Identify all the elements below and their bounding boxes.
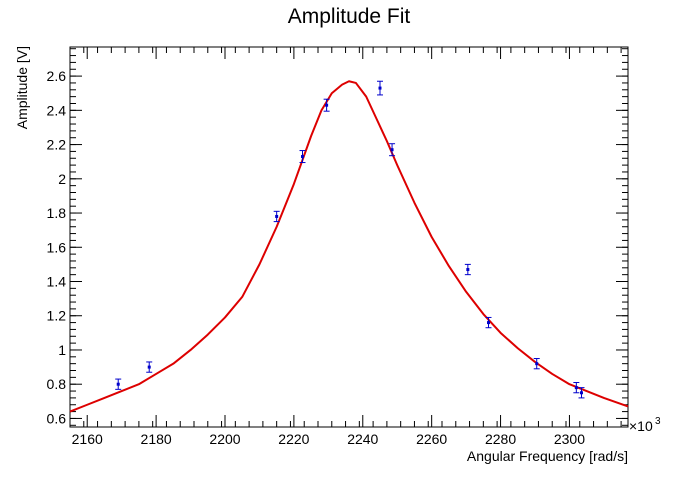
x-tick-label: 2260 [416, 431, 447, 447]
x-tick-label: 2160 [72, 431, 103, 447]
y-tick-label: 0.6 [47, 410, 67, 426]
x-tick-label: 2280 [485, 431, 516, 447]
data-point [147, 365, 151, 369]
y-tick-label: 1.4 [47, 274, 67, 290]
data-point [535, 362, 539, 366]
chart-title: Amplitude Fit [288, 5, 411, 28]
x-tick-label: 2200 [209, 431, 240, 447]
data-point [574, 386, 578, 390]
y-axis-label: Amplitude [V] [14, 46, 30, 129]
x-tick-label: 2300 [554, 431, 585, 447]
data-point [301, 155, 304, 159]
x-tick-label: 2220 [278, 431, 309, 447]
data-point [325, 103, 329, 107]
y-tick-label: 2.4 [47, 102, 67, 118]
x-axis-multiplier-exponent: 3 [655, 416, 661, 427]
data-point [116, 382, 120, 386]
plot-frame [69, 46, 629, 428]
plot-area: 2160 2180 2200 2220 2240 2260 2280 2300 0.6 0.8 1 1… [47, 46, 629, 447]
data-point [580, 391, 583, 395]
data-point [390, 148, 394, 152]
fit-curve [69, 80, 629, 413]
x-axis-multiplier-label: ×10 [629, 418, 653, 434]
data-point [487, 321, 490, 325]
x-tick-label: 2180 [141, 431, 172, 447]
data-point [275, 214, 279, 218]
y-tick-label: 2.2 [47, 137, 67, 153]
y-tick-label: 0.8 [47, 376, 67, 392]
y-tick-label: 2 [58, 171, 66, 187]
y-tick-label: 2.6 [47, 68, 67, 84]
y-tick-label: 1.6 [47, 239, 67, 255]
x-axis-label: Angular Frequency [rad/s] [467, 448, 628, 464]
y-tick-label: 1 [58, 342, 66, 358]
data-point [466, 268, 470, 272]
y-tick-label: 1.2 [47, 308, 67, 324]
x-tick-label: 2240 [347, 431, 378, 447]
y-tick-label: 1.8 [47, 205, 67, 221]
data-point [378, 86, 382, 90]
